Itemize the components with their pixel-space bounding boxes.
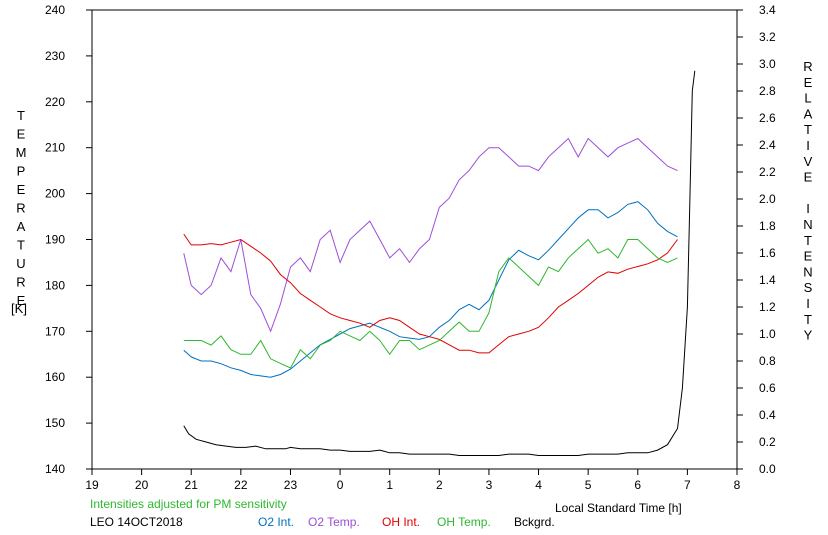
y-right-title-letter: I: [806, 296, 810, 311]
y-right-title-letter: A: [804, 106, 813, 121]
series-o2-temp-line: [183, 137, 678, 333]
y-right-title-letter: I: [806, 201, 810, 216]
y-left-tick-label: 210: [45, 141, 65, 155]
y-right-tick-label: 0.8: [759, 354, 776, 368]
y-right-title-letter: E: [804, 75, 813, 90]
x-tick-label: 8: [734, 478, 741, 492]
y-right-tick-label: 3.4: [759, 3, 776, 17]
y-left-tick-label: 240: [45, 3, 65, 17]
series-lines: [183, 70, 696, 456]
legend-entry-o2-temp: O2 Temp.: [308, 515, 360, 529]
y-right-tick-label: 2.2: [759, 165, 776, 179]
y-right-title-letter: S: [804, 280, 813, 295]
x-tick-label: 21: [185, 478, 199, 492]
y-left-tick-label: 230: [45, 49, 65, 63]
x-tick-label: 3: [486, 478, 493, 492]
y-right-title-letter: L: [804, 91, 811, 106]
y-axis-left: 140 150 160 170 180 190 200 210 220 230 240: [45, 3, 92, 476]
x-tick-label: 19: [85, 478, 99, 492]
y-right-tick-label: 2.0: [759, 192, 776, 206]
x-tick-label: 0: [337, 478, 344, 492]
y-right-tick-label: 2.4: [759, 138, 776, 152]
series-o2-int-line: [183, 201, 678, 378]
y-left-title-letter: P: [17, 164, 26, 179]
y-left-title-letter: T: [17, 108, 25, 123]
y-left-tick-label: 190: [45, 233, 65, 247]
x-tick-label: 2: [436, 478, 443, 492]
legend-entry-bckgrd: Bckgrd.: [514, 515, 555, 529]
x-tick-label: 1: [386, 478, 393, 492]
legend-entry-oh-int: OH Int.: [382, 515, 420, 529]
x-tick-label: 22: [234, 478, 248, 492]
y-right-title-letter: T: [804, 122, 812, 137]
station-date-label: LEO 14OCT2018: [90, 515, 183, 529]
y-left-title-letter: R: [16, 275, 25, 290]
y-left-tick-label: 160: [45, 370, 65, 384]
y-right-tick-label: 1.8: [759, 219, 776, 233]
y-right-tick-label: 2.6: [759, 111, 776, 125]
series-oh-int-line: [183, 233, 678, 354]
y-right-title-letter: N: [803, 264, 812, 279]
x-tick-label: 6: [634, 478, 641, 492]
y-left-title-letter: A: [17, 219, 26, 234]
y-right-title-letter: Y: [804, 328, 813, 343]
y-right-tick-label: 1.6: [759, 246, 776, 260]
legend: O2 Int. O2 Temp. OH Int. OH Temp. Bckgrd.: [258, 515, 555, 529]
y-right-tick-label: 2.8: [759, 84, 776, 98]
y-left-title-letter: R: [16, 201, 25, 216]
y-right-tick-label: 0.2: [759, 435, 776, 449]
y-left-tick-label: 220: [45, 95, 65, 109]
y-left-tick-label: 140: [45, 462, 65, 476]
y-left-title-letter: M: [16, 145, 27, 160]
y-left-tick-label: 180: [45, 278, 65, 292]
sensitivity-note: Intensities adjusted for PM sensitivity: [90, 497, 287, 511]
y-right-title-letter: T: [804, 312, 812, 327]
y-right-tick-label: 3.2: [759, 30, 776, 44]
y-left-title-letter: E: [17, 127, 26, 142]
x-tick-label: 20: [135, 478, 149, 492]
y-right-title-letter: E: [804, 170, 813, 185]
y-left-tick-label: 170: [45, 324, 65, 338]
y-right-tick-label: 1.2: [759, 300, 776, 314]
x-axis: 19 20 21 22 23 0 1 2 3 4 5 6 7 8: [85, 469, 741, 492]
y-right-title-letter: E: [804, 249, 813, 264]
legend-entry-oh-temp: OH Temp.: [437, 515, 491, 529]
y-left-tick-label: 150: [45, 416, 65, 430]
y-right-tick-label: 3.0: [759, 57, 776, 71]
y-right-title-letter: R: [803, 59, 812, 74]
x-tick-label: 4: [535, 478, 542, 492]
y-right-title-letter: I: [806, 138, 810, 153]
y-right-title-letter: N: [803, 217, 812, 232]
y-left-tick-label: 200: [45, 187, 65, 201]
y-right-title-letter: V: [804, 154, 813, 169]
x-tick-label: 23: [284, 478, 298, 492]
series-oh-temp-line: [183, 238, 678, 369]
y-axis-right: 0.0 0.2 0.4 0.6 0.8 1.0 1.2 1.4 1.6 1.8 2.0 2.2 2.4 2…: [737, 3, 776, 476]
y-right-title-letter: T: [804, 233, 812, 248]
y-right-tick-label: 0.4: [759, 408, 776, 422]
plot-frame: [91, 9, 738, 470]
y-left-title-letter: T: [17, 238, 25, 253]
series-bckgrd-line: [183, 70, 696, 456]
y-right-tick-label: 1.0: [759, 327, 776, 341]
y-right-tick-label: 0.6: [759, 381, 776, 395]
y-right-tick-label: 0.0: [759, 462, 776, 476]
y-left-title-letter: U: [16, 256, 25, 271]
y-left-title-unit: [K]: [11, 301, 27, 316]
y-left-title-letter: E: [17, 293, 26, 308]
x-axis-title: Local Standard Time [h]: [555, 501, 682, 515]
x-tick-label: 5: [585, 478, 592, 492]
x-tick-label: 7: [684, 478, 691, 492]
y-left-title-letter: E: [17, 182, 26, 197]
y-right-tick-label: 1.4: [759, 273, 776, 287]
legend-entry-o2-int: O2 Int.: [258, 515, 294, 529]
